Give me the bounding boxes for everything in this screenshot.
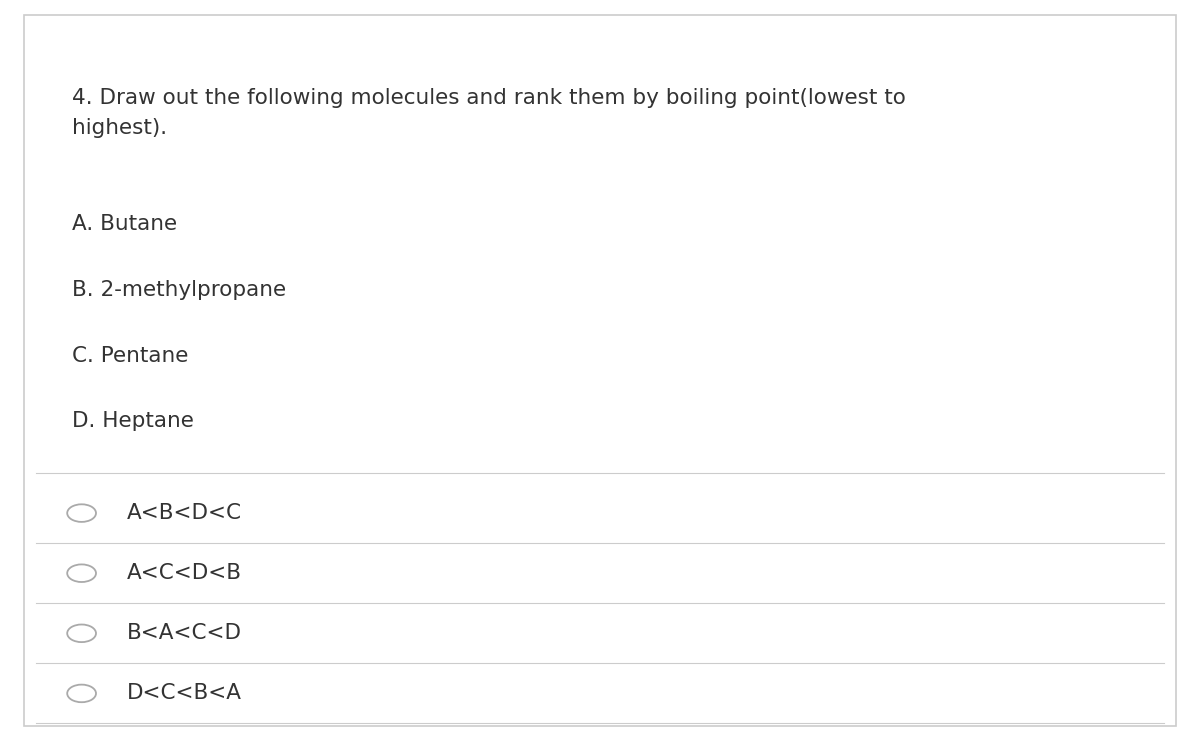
Text: B. 2-methylpropane: B. 2-methylpropane: [72, 279, 286, 300]
Circle shape: [67, 504, 96, 522]
Text: 4. Draw out the following molecules and rank them by boiling point(lowest to
hig: 4. Draw out the following molecules and …: [72, 88, 906, 138]
Text: A<C<D<B: A<C<D<B: [127, 563, 242, 583]
Text: D. Heptane: D. Heptane: [72, 411, 194, 432]
Circle shape: [67, 564, 96, 582]
Text: B<A<C<D: B<A<C<D: [127, 623, 242, 644]
Text: A. Butane: A. Butane: [72, 213, 178, 234]
FancyBboxPatch shape: [24, 15, 1176, 726]
Text: D<C<B<A: D<C<B<A: [127, 683, 242, 704]
Text: A<B<D<C: A<B<D<C: [127, 503, 242, 523]
Circle shape: [67, 685, 96, 702]
Circle shape: [67, 625, 96, 642]
Text: C. Pentane: C. Pentane: [72, 345, 188, 366]
